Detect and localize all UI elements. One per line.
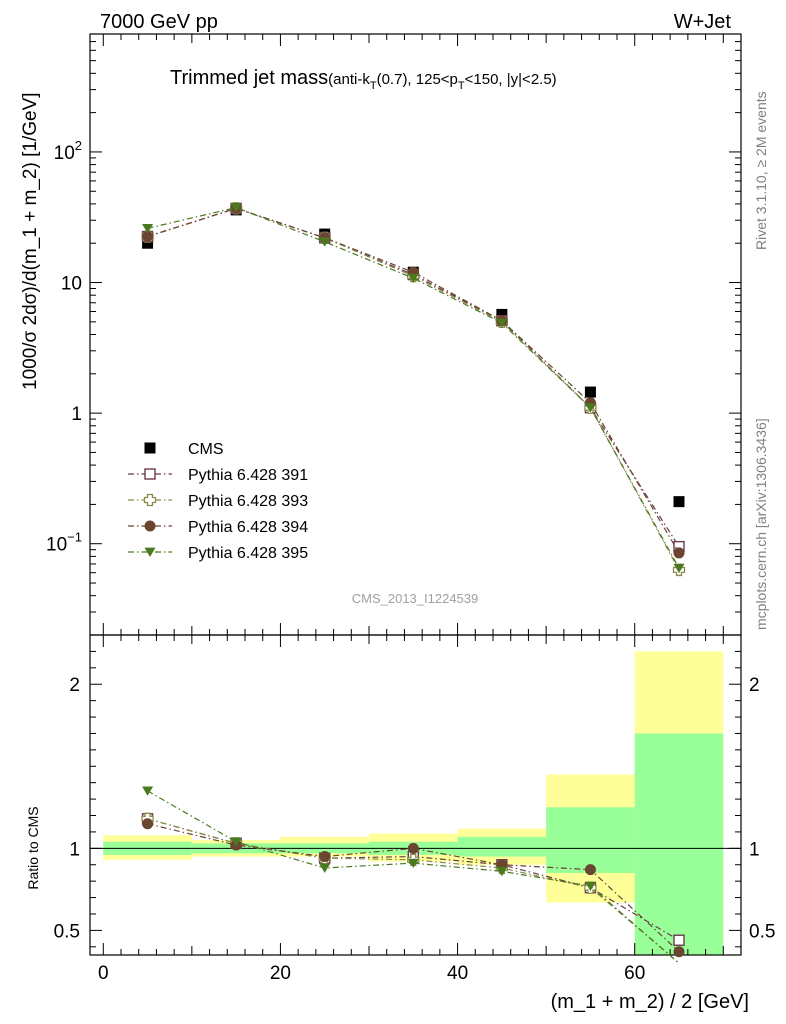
main-y-tick-label: 102	[54, 138, 82, 164]
legend-marker	[144, 520, 156, 532]
legend-marker	[144, 547, 156, 557]
title-detail-2: (0.7), 125<p	[377, 71, 458, 88]
ratio-series	[141, 786, 685, 964]
legend-label: Pythia 6.428 394	[188, 519, 308, 536]
series-pythia-6-428-395	[142, 203, 685, 574]
ratio-axes: 0 20 40 60 0.5 0.5 1 1 2 2	[54, 634, 775, 984]
main-y-tick-label: 1	[71, 404, 82, 425]
data-point	[673, 547, 685, 559]
data-point	[673, 496, 685, 508]
title-detail-1: (anti-k	[328, 71, 370, 88]
ratio-data-point	[230, 837, 242, 847]
main-ylabel: 1000/σ 2dσ)/d(m_1 + m_2) [1/GeV]	[20, 92, 41, 390]
stat-uncertainty-band	[457, 836, 547, 857]
legend-entry: Pythia 6.428 391	[128, 467, 308, 484]
ratio-x-tick-label: 60	[624, 963, 645, 984]
series-cms	[142, 204, 685, 508]
ratio-data-point	[584, 881, 596, 892]
plot-title: Trimmed jet mass(anti-kT(0.7), 125<pT<15…	[170, 67, 557, 92]
header-left: 7000 GeV pp	[100, 11, 218, 33]
mcplots-label: mcplots.cern.ch [arXiv:1306.3436]	[753, 418, 769, 630]
tick-exponent: 2	[75, 138, 82, 153]
legend-marker	[144, 468, 156, 480]
data-point	[407, 273, 419, 284]
legend-marker	[144, 442, 156, 454]
ratio-y-tick-label: 1	[69, 839, 80, 860]
ratio-ylabel: Ratio to CMS	[25, 806, 41, 889]
tick-base: 10	[54, 143, 75, 164]
data-point	[496, 318, 508, 328]
ratio-data-point	[319, 863, 331, 873]
tick-base: 10	[46, 535, 67, 556]
ratio-data-point	[407, 842, 419, 854]
ratio-xlabel: (m_1 + m_2) / 2 [GeV]	[551, 991, 749, 1013]
legend-marker	[143, 493, 157, 507]
ratio-data-point	[673, 946, 685, 958]
ratio-data-point	[584, 864, 596, 876]
ratio-data-point	[142, 786, 154, 796]
ratio-y-tick-label-right: 1	[749, 839, 760, 860]
legend-entry: Pythia 6.428 393	[128, 493, 308, 510]
stat-uncertainty-band	[546, 807, 635, 873]
ratio-x-tick-label: 40	[447, 963, 468, 984]
data-point	[319, 237, 331, 247]
ratio-y-tick-label: 2	[69, 675, 80, 696]
series-line	[147, 207, 680, 571]
data-point	[142, 231, 154, 243]
ratio-frame	[89, 634, 742, 956]
data-point	[142, 223, 154, 234]
tick-exponent: −1	[67, 530, 82, 545]
ratio-x-tick-label: 0	[98, 963, 109, 984]
ratio-uncertainty-bands	[90, 651, 741, 955]
legend-entry: Pythia 6.428 395	[128, 545, 308, 562]
rivet-label: Rivet 3.1.10, ≥ 2M events	[753, 91, 769, 250]
legend-label: CMS	[188, 441, 224, 458]
main-y-tick-label: 10	[61, 274, 82, 295]
main-series	[141, 202, 686, 577]
legend-entry: CMS	[144, 441, 224, 458]
title-sub-1: T	[370, 80, 377, 92]
legend-label: Pythia 6.428 391	[188, 467, 308, 484]
stat-uncertainty-band	[634, 733, 724, 955]
legend-label: Pythia 6.428 393	[188, 493, 308, 510]
header-right: W+Jet	[674, 11, 732, 33]
legend-label: Pythia 6.428 395	[188, 545, 308, 562]
ratio-data-point	[142, 818, 154, 830]
data-point	[496, 308, 508, 320]
title-sub-2: T	[458, 80, 465, 92]
ratio-y-tick-label: 0.5	[54, 921, 80, 942]
ratio-y-tick-label-right: 2	[749, 675, 760, 696]
legend-entry: Pythia 6.428 394	[128, 519, 308, 536]
ratio-data-point	[319, 851, 331, 863]
series-line	[147, 206, 680, 569]
data-point	[584, 403, 596, 413]
title-main: Trimmed jet mass	[170, 67, 328, 89]
ratio-x-tick-label: 20	[270, 963, 291, 984]
ratio-data-point	[673, 934, 685, 946]
ratio-y-tick-label-right: 0.5	[749, 921, 775, 942]
data-point	[230, 203, 242, 213]
title-detail-3: <150, |y|<2.5)	[465, 71, 557, 88]
data-point	[142, 237, 154, 249]
legend: CMS Pythia 6.428 391 Pythia 6.428 393 Pythi…	[128, 441, 308, 562]
analysis-watermark: CMS_2013_I1224539	[352, 591, 479, 606]
ratio-data-point	[496, 866, 508, 877]
data-point	[584, 386, 596, 398]
main-y-tick-label: 10−1	[46, 530, 82, 556]
ratio-series-pythia-6-428-395	[142, 786, 680, 964]
data-point	[673, 563, 685, 574]
ratio-data-point	[407, 858, 419, 869]
